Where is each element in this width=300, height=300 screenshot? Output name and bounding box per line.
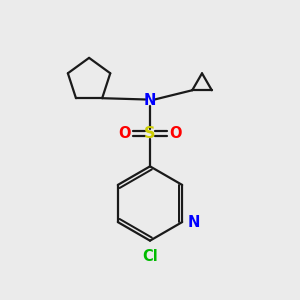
Text: N: N <box>188 214 200 230</box>
Text: N: N <box>144 94 156 109</box>
Text: O: O <box>118 126 130 141</box>
Text: Cl: Cl <box>142 249 158 264</box>
Text: O: O <box>169 126 182 141</box>
Text: S: S <box>144 126 156 141</box>
